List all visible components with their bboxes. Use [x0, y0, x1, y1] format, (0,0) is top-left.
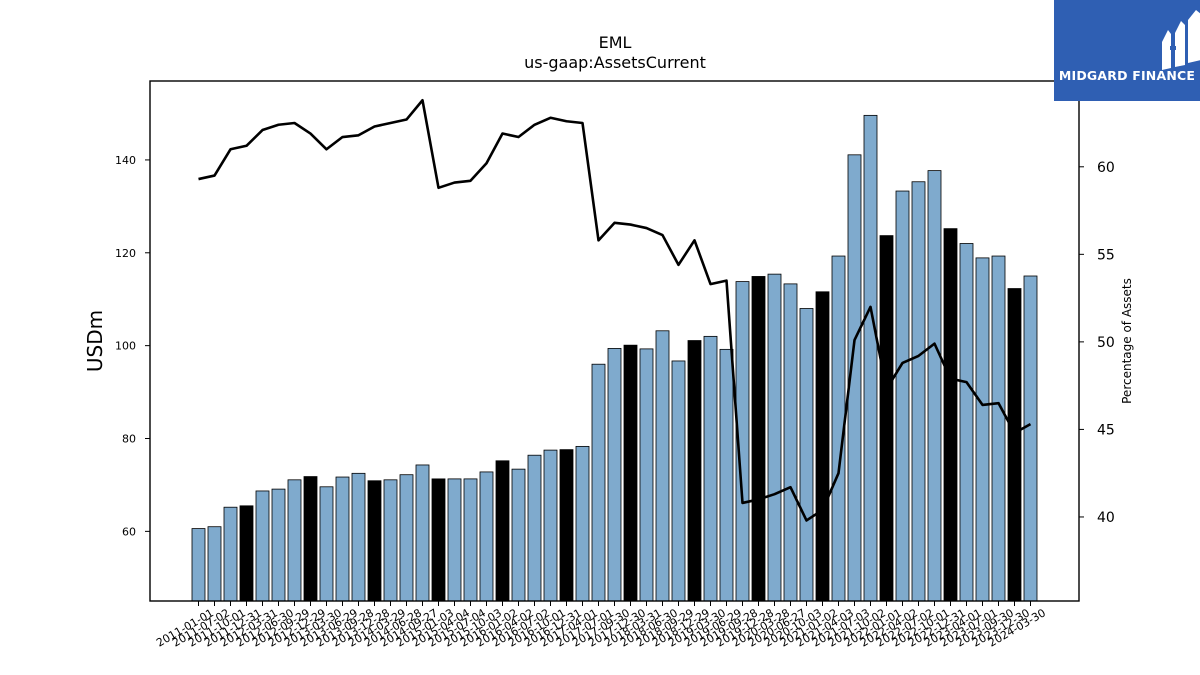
- bar: [559, 449, 574, 602]
- bar: [863, 114, 878, 602]
- bar: [767, 273, 782, 602]
- y2-tick-label: 45: [1097, 422, 1115, 438]
- bar: [879, 235, 894, 602]
- bar: [639, 348, 654, 602]
- y-tick-label: 140: [115, 154, 136, 167]
- bar: [927, 170, 942, 602]
- bar: [431, 478, 446, 602]
- brand-name: MIDGARD FINANCE: [1058, 68, 1196, 83]
- bar: [687, 340, 702, 602]
- bar: [943, 228, 958, 602]
- bar: [415, 464, 430, 602]
- bar: [335, 476, 350, 602]
- bar: [271, 488, 286, 602]
- y-tick-label: 100: [115, 340, 136, 353]
- y-axis-label: USDm: [83, 310, 107, 372]
- bar: [319, 486, 334, 602]
- y2-tick-label: 40: [1097, 510, 1115, 526]
- y-axis-left: 60 80 100 120 140: [115, 154, 150, 538]
- bar: [975, 257, 990, 602]
- percentage-line: [198, 98, 1032, 522]
- bar: [351, 472, 366, 602]
- bar: [255, 490, 270, 602]
- bar: [303, 476, 318, 602]
- bar: [367, 480, 382, 602]
- bar: [751, 276, 766, 602]
- bar: [207, 526, 222, 602]
- y2-axis-label: Percentage of Assets: [1120, 278, 1134, 404]
- bar: [719, 348, 734, 602]
- y2-tick-label: 55: [1097, 247, 1115, 263]
- y-tick-label: 80: [122, 433, 136, 446]
- bar: [991, 255, 1006, 602]
- bar: [223, 506, 238, 602]
- bar: [463, 478, 478, 602]
- bar: [479, 471, 494, 602]
- logo-mark-icon: [1162, 10, 1200, 70]
- bar: [783, 283, 798, 602]
- bar: [799, 308, 814, 602]
- bar: [447, 478, 462, 602]
- chart-subtitle: us-gaap:AssetsCurrent: [524, 53, 706, 72]
- bar: [543, 449, 558, 602]
- bar: [399, 474, 414, 602]
- bar: [511, 468, 526, 602]
- bar: [703, 335, 718, 602]
- midgard-finance-logo: MIDGARD FINANCE: [1054, 0, 1200, 101]
- y-tick-label: 60: [122, 525, 136, 538]
- bar: [527, 454, 542, 602]
- bar: [495, 460, 510, 602]
- bar: [655, 330, 670, 602]
- bar: [239, 505, 254, 602]
- bar: [671, 360, 686, 602]
- bar: [815, 291, 830, 602]
- y2-tick-label: 50: [1097, 335, 1115, 351]
- bar: [383, 479, 398, 602]
- x-axis: 2011-01-012011-07-022011-10-012011-12-31…: [154, 601, 1048, 650]
- bar: [1007, 288, 1022, 602]
- chart-title: EML: [599, 33, 632, 52]
- bar: [591, 363, 606, 602]
- bar: [607, 348, 622, 602]
- y2-tick-label: 60: [1097, 160, 1115, 176]
- bar: [1023, 275, 1038, 602]
- bar: [959, 243, 974, 602]
- bar: [575, 445, 590, 602]
- bar: [895, 190, 910, 602]
- y-axis-right: 40 45 50 55 60: [1079, 160, 1115, 526]
- bar: [911, 181, 926, 602]
- bar: [623, 344, 638, 602]
- bar: [287, 479, 302, 602]
- bar: [191, 528, 206, 602]
- y-tick-label: 120: [115, 247, 136, 260]
